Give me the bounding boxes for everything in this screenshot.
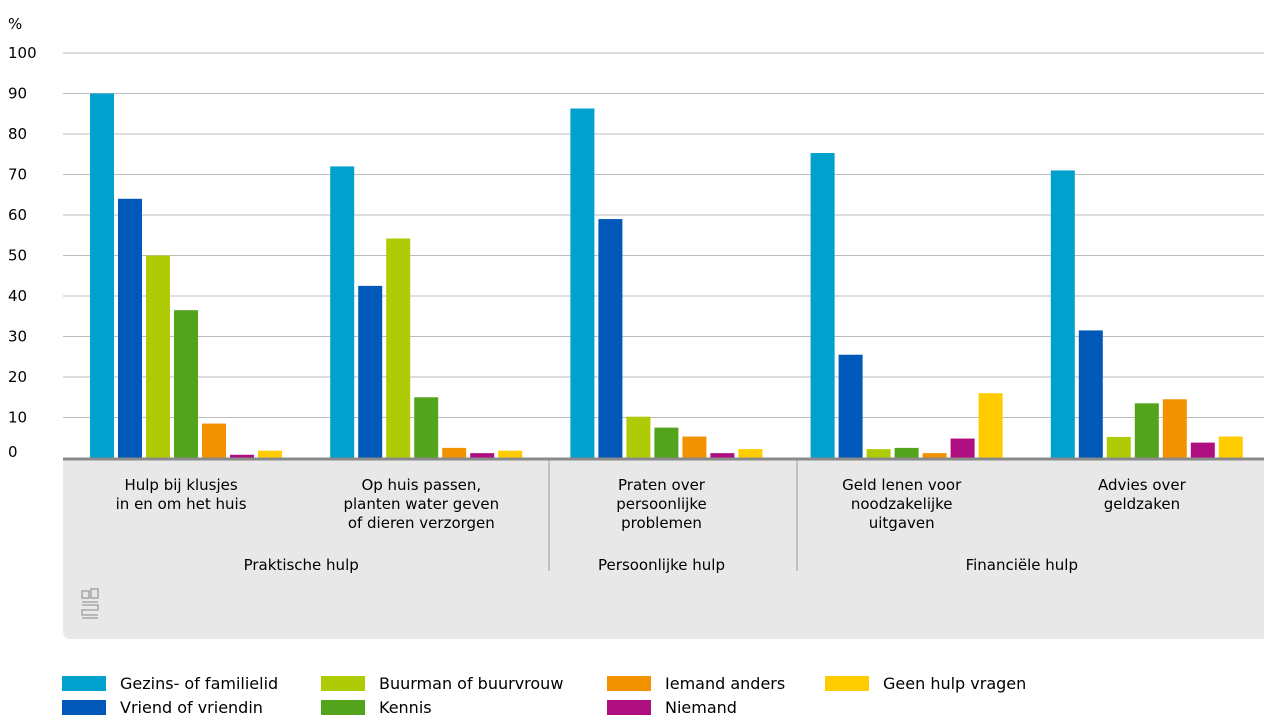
bar xyxy=(738,449,763,458)
bar xyxy=(1162,399,1187,458)
bar xyxy=(230,454,254,458)
legend-label: Gezins- of familielid xyxy=(120,673,279,693)
legend-label: Niemand xyxy=(665,697,737,717)
bars xyxy=(90,93,1243,459)
bar xyxy=(470,453,495,458)
legend-swatch xyxy=(825,675,869,691)
bar xyxy=(810,153,835,458)
bar xyxy=(654,427,679,458)
bar xyxy=(258,450,282,458)
cbs-logo-icon xyxy=(81,588,99,619)
category-label: Praten over xyxy=(618,476,706,494)
gridlines xyxy=(63,52,1264,418)
y-tick-label: 50 xyxy=(8,247,27,265)
y-axis-ticks: 0 10 20 30 40 50 60 70 80 90 100 xyxy=(8,44,37,461)
y-tick-label: 60 xyxy=(8,206,27,224)
legend-item: Niemand xyxy=(607,696,737,718)
bar xyxy=(866,449,891,458)
legend-item: Iemand anders xyxy=(607,672,785,694)
legend-swatch xyxy=(321,675,365,691)
bar xyxy=(1134,403,1159,458)
y-tick-label: 0 xyxy=(8,443,18,461)
category-label: problemen xyxy=(621,514,702,532)
legend-swatch xyxy=(607,675,651,691)
category-label: uitgaven xyxy=(869,514,935,532)
bar xyxy=(1050,170,1075,458)
legend-swatch xyxy=(62,675,106,691)
bar xyxy=(626,416,651,458)
category-label: noodzakelijke xyxy=(851,495,953,513)
bar xyxy=(1078,330,1103,458)
legend-label: Geen hulp vragen xyxy=(883,673,1027,693)
bar xyxy=(330,166,355,458)
y-tick-label: 20 xyxy=(8,368,27,386)
y-tick-label: 90 xyxy=(8,85,27,103)
bar xyxy=(358,285,383,458)
bar xyxy=(118,198,142,459)
bar xyxy=(894,447,919,458)
group-label: Financiële hulp xyxy=(966,556,1078,574)
legend: Gezins- of familielid Vriend of vriendin B… xyxy=(0,670,1264,719)
category-label: persoonlijke xyxy=(616,495,706,513)
bar xyxy=(922,453,947,458)
y-tick-label: 30 xyxy=(8,328,27,346)
legend-label: Iemand anders xyxy=(665,673,786,693)
category-label: Geld lenen voor xyxy=(842,476,962,494)
y-tick-label: 70 xyxy=(8,166,27,184)
legend-swatch xyxy=(607,699,651,715)
bar xyxy=(570,108,595,459)
category-label: Hulp bij klusjes xyxy=(124,476,237,494)
legend-item: Gezins- of familielid xyxy=(62,672,278,694)
legend-item: Vriend of vriendin xyxy=(62,696,263,718)
bar xyxy=(414,397,439,458)
bar xyxy=(1190,442,1215,458)
bar xyxy=(1218,436,1243,458)
category-label: in en om het huis xyxy=(116,495,247,513)
legend-item: Kennis xyxy=(321,696,432,718)
bar xyxy=(950,438,975,458)
legend-swatch xyxy=(62,699,106,715)
bar xyxy=(386,238,411,458)
legend-item: Buurman of buurvrouw xyxy=(321,672,563,694)
bar xyxy=(146,255,170,458)
category-label: Op huis passen, xyxy=(361,476,481,494)
y-tick-label: 100 xyxy=(8,44,37,62)
legend-item: Geen hulp vragen xyxy=(825,672,1026,694)
legend-label: Buurman of buurvrouw xyxy=(379,673,564,693)
category-label: Advies over xyxy=(1098,476,1187,494)
bar xyxy=(710,453,735,458)
bar xyxy=(978,393,1003,458)
group-labels: Praktische hulp Persoonlijke hulp Financië… xyxy=(244,556,1078,574)
category-label: geldzaken xyxy=(1104,495,1180,513)
group-label: Praktische hulp xyxy=(244,556,359,574)
y-tick-label: 40 xyxy=(8,287,27,305)
bar xyxy=(202,423,226,458)
bar xyxy=(598,219,623,458)
legend-label: Kennis xyxy=(379,697,432,717)
y-tick-label: 80 xyxy=(8,125,27,143)
category-label: planten water geven xyxy=(343,495,499,513)
group-label: Persoonlijke hulp xyxy=(598,556,725,574)
legend-swatch xyxy=(321,699,365,715)
y-tick-label: 10 xyxy=(8,409,27,427)
bar xyxy=(174,310,198,458)
group-separators xyxy=(548,460,798,571)
category-panel xyxy=(63,460,1264,639)
bar-chart: % 0 10 20 30 40 50 60 70 80 90 100 Hulp bij klusje… xyxy=(8,15,1264,639)
bar xyxy=(442,447,467,458)
legend-label: Vriend of vriendin xyxy=(120,697,263,717)
bar xyxy=(498,450,523,458)
bar xyxy=(90,93,114,458)
bar xyxy=(838,354,863,458)
bar xyxy=(682,436,707,458)
bar xyxy=(1106,436,1131,458)
y-axis-unit: % xyxy=(8,15,22,33)
category-label: of dieren verzorgen xyxy=(348,514,495,532)
